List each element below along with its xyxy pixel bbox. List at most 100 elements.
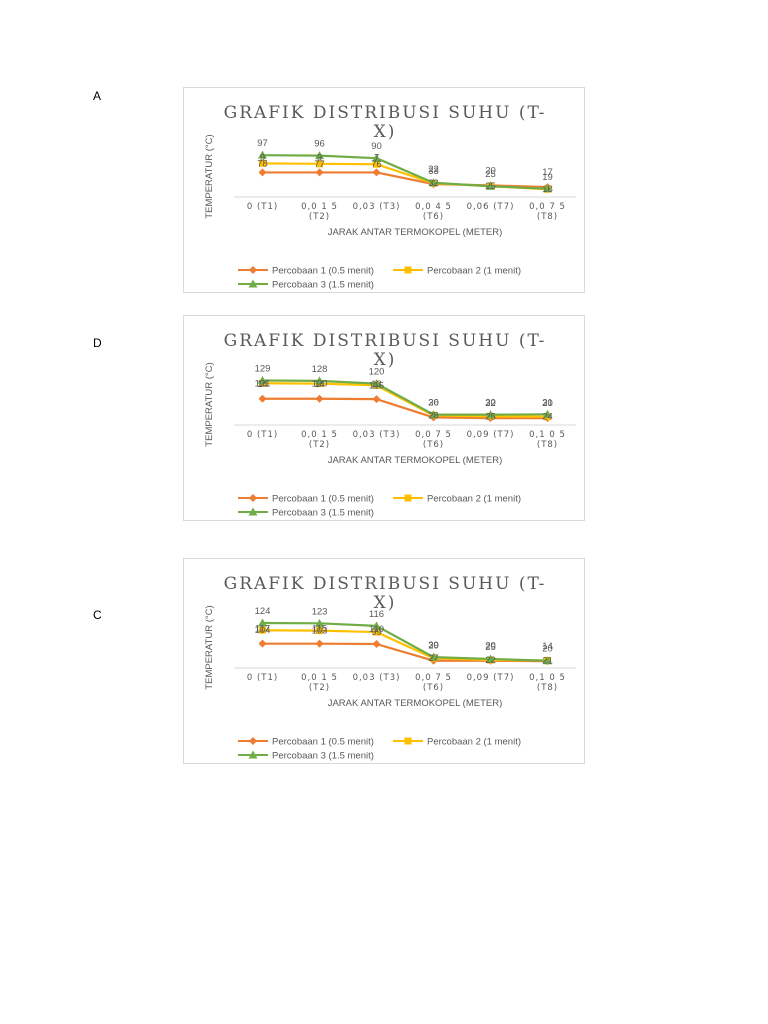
data-label: 116 bbox=[369, 609, 384, 620]
chart-title: GRAFIK DISTRIBUSI SUHU (T-X) bbox=[224, 331, 547, 370]
y-axis-label: TEMPERATUR (°C) bbox=[204, 362, 215, 446]
legend-item: Percobaan 1 (0.5 menit) bbox=[238, 494, 374, 505]
data-point bbox=[372, 153, 381, 162]
data-label: 22 bbox=[485, 655, 496, 666]
legend-label: Percobaan 1 (0.5 menit) bbox=[272, 494, 374, 505]
x-tick-label: 0,1 0 5 (T8) bbox=[529, 673, 566, 693]
data-point bbox=[258, 639, 267, 648]
data-label: 25 bbox=[485, 642, 496, 653]
data-label: 25 bbox=[485, 411, 496, 422]
legend-marker bbox=[249, 266, 257, 274]
chart-title: GRAFIK DISTRIBUSI SUHU (T-X) bbox=[224, 103, 547, 142]
legend-label: Percobaan 3 (1.5 menit) bbox=[272, 751, 374, 762]
data-point bbox=[543, 409, 552, 418]
data-point bbox=[543, 656, 552, 665]
data-label: 96 bbox=[314, 139, 325, 150]
data-point bbox=[429, 652, 438, 661]
data-point bbox=[258, 375, 267, 384]
data-point bbox=[486, 654, 495, 663]
series-3 bbox=[258, 618, 552, 665]
data-point bbox=[372, 395, 381, 404]
x-tick-label: 0,0 1 5 (T2) bbox=[301, 202, 338, 222]
x-tick-label: 0,0 4 5 (T6) bbox=[415, 202, 452, 222]
series-line bbox=[262, 629, 548, 662]
data-label: 14 bbox=[314, 379, 325, 390]
data-point bbox=[372, 379, 381, 388]
legend-item: Percobaan 3 (1.5 menit) bbox=[238, 507, 374, 519]
data-label: 76 bbox=[371, 159, 382, 170]
data-label: 103 bbox=[312, 626, 328, 637]
data-label: 77 bbox=[314, 159, 325, 170]
data-label: 22 bbox=[485, 398, 496, 409]
data-label: 32 bbox=[428, 178, 439, 189]
data-point bbox=[372, 168, 381, 177]
data-point bbox=[258, 618, 267, 627]
x-tick-label: 0,1 0 5 (T8) bbox=[529, 430, 566, 450]
data-label: 97 bbox=[257, 138, 268, 149]
series-3 bbox=[258, 150, 552, 193]
data-label: 110 bbox=[369, 624, 384, 635]
data-label: 20 bbox=[542, 398, 553, 409]
series-1 bbox=[258, 639, 552, 666]
data-label: 124 bbox=[255, 606, 271, 617]
data-label: 26 bbox=[428, 397, 439, 408]
data-label: 21 bbox=[542, 655, 553, 666]
x-axis-label: JARAK ANTAR TERMOKOPEL (METER) bbox=[328, 455, 503, 466]
x-tick-label: 0,0 1 5 (T2) bbox=[301, 673, 338, 693]
data-point bbox=[486, 181, 495, 190]
legend-item: Percobaan 2 (1 menit) bbox=[393, 266, 521, 277]
legend-label: Percobaan 3 (1.5 menit) bbox=[272, 508, 374, 519]
data-point bbox=[429, 410, 438, 419]
x-tick-label: 0 (T1) bbox=[247, 430, 278, 440]
chart-a: GRAFIK DISTRIBUSI SUHU (T-X) TEMPERATUR (… bbox=[183, 87, 585, 293]
data-label: 20 bbox=[542, 644, 553, 655]
data-label: 30 bbox=[485, 398, 496, 409]
panel-letter-c: C bbox=[93, 608, 102, 622]
data-point bbox=[259, 159, 266, 167]
data-point bbox=[543, 184, 552, 193]
data-point bbox=[315, 376, 324, 385]
series-line bbox=[262, 154, 548, 190]
series-3 bbox=[258, 375, 552, 419]
x-tick-label: 0,06 (T7) bbox=[467, 202, 515, 212]
data-label: 24 bbox=[542, 412, 553, 423]
data-label: 115 bbox=[312, 624, 327, 635]
data-label: 18 bbox=[542, 184, 553, 195]
legend-marker bbox=[248, 750, 258, 759]
legend-marker bbox=[248, 279, 258, 288]
legend-label: Percobaan 2 (1 menit) bbox=[427, 266, 521, 277]
data-label: 14 bbox=[542, 641, 553, 652]
series-line bbox=[262, 379, 548, 416]
legend-item: Percobaan 3 (1.5 menit) bbox=[238, 750, 374, 762]
legend-item: Percobaan 1 (0.5 menit) bbox=[238, 266, 374, 277]
legend-marker bbox=[248, 507, 258, 516]
data-label: 129 bbox=[255, 363, 271, 374]
y-axis-label: TEMPERATUR (°C) bbox=[204, 134, 215, 218]
data-label: 20 bbox=[485, 165, 496, 176]
data-label: 29 bbox=[428, 641, 439, 652]
x-tick-label: 0,03 (T3) bbox=[353, 673, 401, 683]
data-label: 30 bbox=[428, 398, 439, 409]
data-label: 7 bbox=[374, 152, 379, 163]
data-label: 22 bbox=[428, 164, 439, 175]
chart-d: GRAFIK DISTRIBUSI SUHU (T-X) TEMPERATUR (… bbox=[183, 315, 585, 521]
x-tick-label: 0,03 (T3) bbox=[353, 430, 401, 440]
data-label: 78 bbox=[257, 158, 268, 169]
y-axis-label: TEMPERATUR (°C) bbox=[204, 605, 215, 689]
data-point bbox=[372, 621, 381, 630]
data-point bbox=[316, 160, 323, 168]
data-point bbox=[429, 178, 438, 187]
x-tick-label: 0 (T1) bbox=[247, 673, 278, 683]
x-tick-label: 0,0 7 5 (T6) bbox=[415, 430, 452, 450]
data-point bbox=[258, 150, 267, 159]
legend-marker bbox=[404, 737, 412, 745]
data-point bbox=[315, 394, 324, 403]
legend-item: Percobaan 3 (1.5 menit) bbox=[238, 279, 374, 291]
data-label: 28 bbox=[428, 410, 439, 421]
data-point bbox=[259, 626, 266, 634]
data-point bbox=[315, 151, 324, 160]
data-label: 27 bbox=[428, 653, 439, 664]
x-tick-label: 0,09 (T7) bbox=[467, 673, 515, 683]
legend-marker bbox=[249, 494, 257, 502]
x-axis-label: JARAK ANTAR TERMOKOPEL (METER) bbox=[328, 698, 503, 709]
